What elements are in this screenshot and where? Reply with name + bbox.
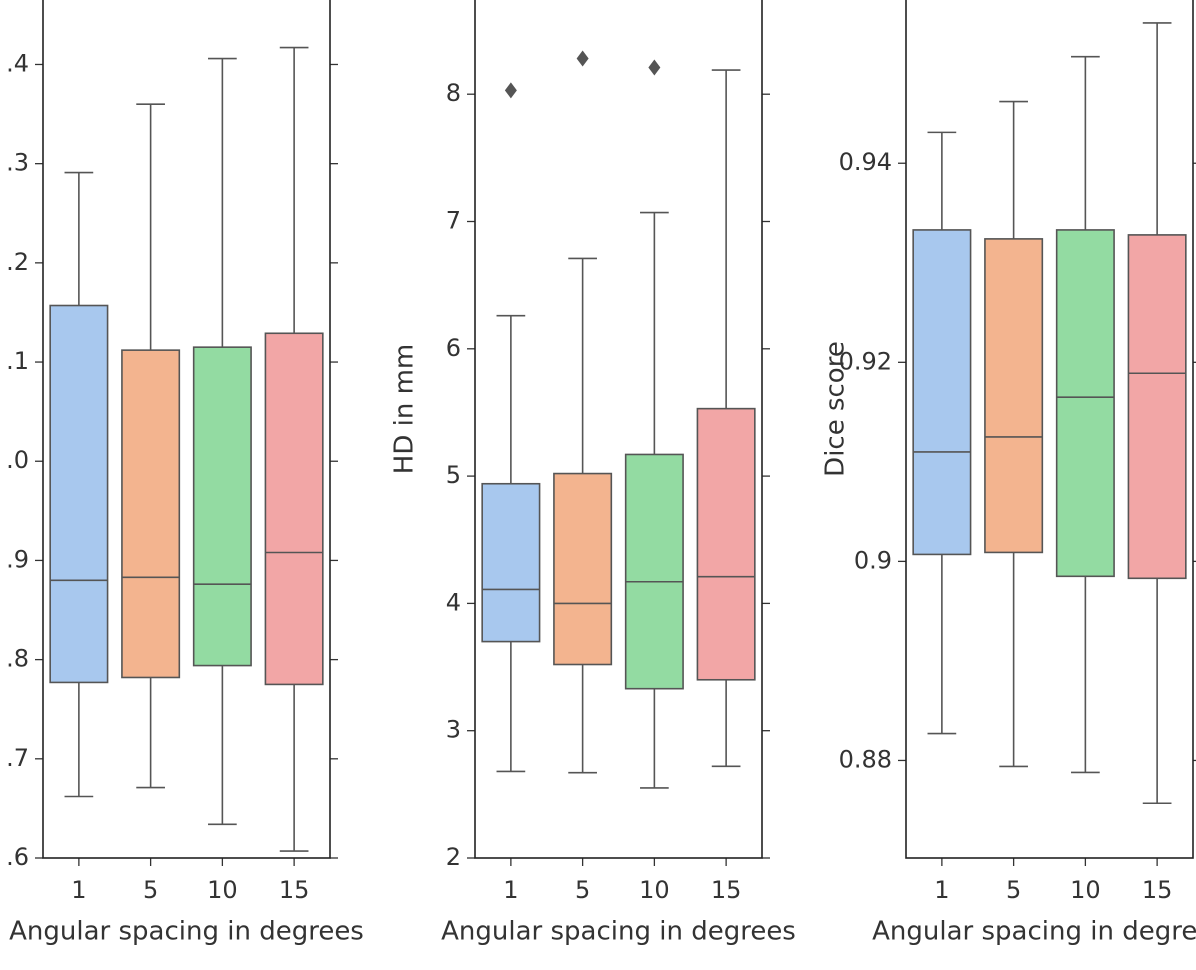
y-tick-label: .7 bbox=[6, 744, 29, 772]
y-tick-label: 4 bbox=[446, 588, 461, 616]
x-tick-label: 1 bbox=[71, 876, 86, 904]
x-tick-label: 1 bbox=[934, 876, 949, 904]
y-tick-label: 2 bbox=[446, 843, 461, 871]
plot-frame bbox=[474, 0, 763, 859]
box bbox=[553, 472, 613, 666]
y-tick-label: 0.92 bbox=[839, 347, 892, 375]
box bbox=[912, 229, 972, 556]
x-tick-label: 5 bbox=[143, 876, 158, 904]
box bbox=[1127, 234, 1187, 580]
box bbox=[624, 453, 684, 690]
box bbox=[984, 238, 1044, 554]
y-tick-label: .2 bbox=[6, 248, 29, 276]
plot-frame bbox=[905, 0, 1194, 859]
y-tick-label: 8 bbox=[446, 79, 461, 107]
box bbox=[1055, 229, 1115, 578]
x-tick-label: 15 bbox=[1142, 876, 1173, 904]
y-tick-label: .1 bbox=[6, 347, 29, 375]
x-tick-label: 1 bbox=[503, 876, 518, 904]
box bbox=[121, 349, 181, 679]
y-tick-label: 6 bbox=[446, 334, 461, 362]
outlier bbox=[576, 50, 589, 67]
y-tick-label: .0 bbox=[6, 446, 29, 474]
box bbox=[264, 332, 324, 686]
x-tick-label: 10 bbox=[639, 876, 670, 904]
y-tick-label: .8 bbox=[6, 645, 29, 673]
box bbox=[481, 482, 541, 643]
outlier bbox=[504, 82, 517, 99]
y-axis-label: Dice score bbox=[821, 341, 851, 477]
y-tick-label: .6 bbox=[6, 843, 29, 871]
x-tick-label: 15 bbox=[279, 876, 310, 904]
box bbox=[49, 304, 109, 684]
y-axis-label: HD in mm bbox=[390, 344, 420, 474]
y-tick-label: 5 bbox=[446, 461, 461, 489]
box bbox=[192, 346, 252, 667]
y-tick-label: 3 bbox=[446, 716, 461, 744]
y-tick-label: 0.94 bbox=[839, 148, 892, 176]
x-tick-label: 5 bbox=[575, 876, 590, 904]
plot-frame bbox=[42, 0, 331, 859]
y-tick-label: .9 bbox=[6, 545, 29, 573]
x-tick-label: 5 bbox=[1006, 876, 1021, 904]
y-tick-label: .3 bbox=[6, 149, 29, 177]
y-tick-label: 0.9 bbox=[854, 546, 892, 574]
y-tick-label: 0.88 bbox=[839, 745, 892, 773]
x-axis-label: Angular spacing in degrees bbox=[441, 917, 796, 947]
x-tick-label: 10 bbox=[1070, 876, 1101, 904]
box bbox=[696, 407, 756, 681]
x-axis-label: Angular spacing in degrees bbox=[872, 917, 1196, 947]
x-tick-label: 10 bbox=[207, 876, 238, 904]
x-axis-label: Angular spacing in degrees bbox=[9, 917, 364, 947]
y-tick-label: .4 bbox=[6, 49, 29, 77]
x-tick-label: 15 bbox=[711, 876, 742, 904]
y-tick-label: 7 bbox=[446, 207, 461, 235]
outlier bbox=[648, 59, 661, 76]
